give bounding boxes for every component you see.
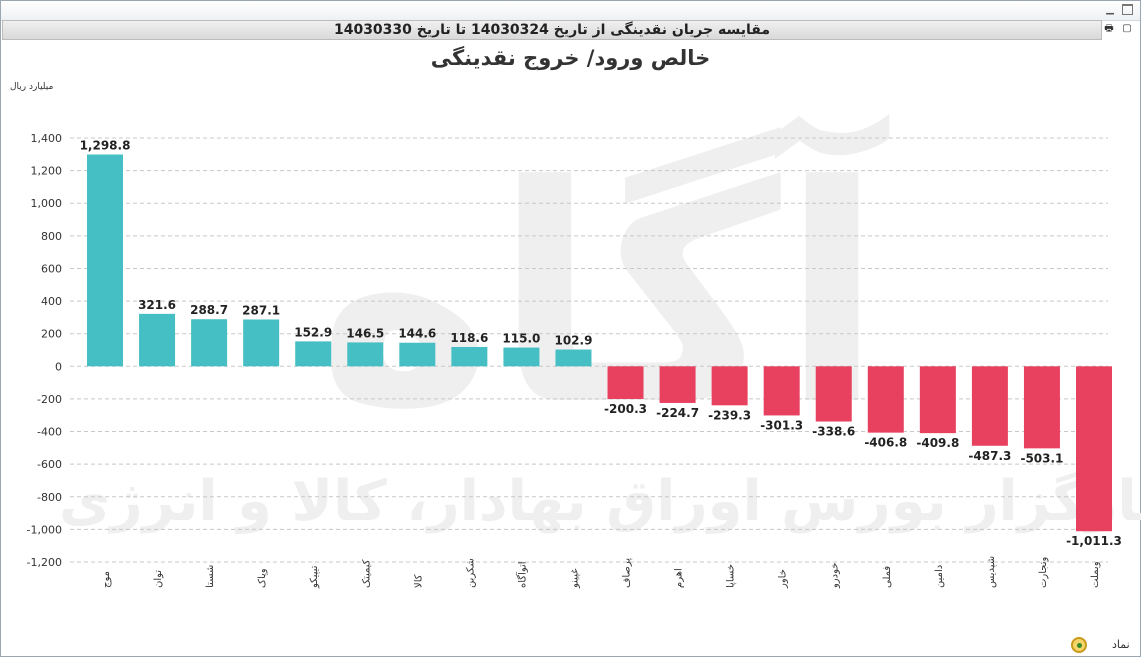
y-tick-label: 200 [41, 328, 62, 341]
y-tick-label: -1,000 [27, 523, 62, 536]
value-label: 152.9 [294, 325, 332, 339]
value-label: -200.3 [604, 402, 647, 416]
x-tick-label: کیمیتک [361, 559, 372, 588]
value-label: 287.1 [242, 303, 280, 317]
minimize-icon[interactable]: ▁ [1106, 4, 1114, 15]
zoom-icon[interactable]: ▢ [1122, 23, 1132, 34]
value-label: 146.5 [346, 326, 384, 340]
value-label: 144.6 [398, 327, 436, 341]
watermark-tagline: کارگزار بورس اوراق بهادار، کالا و انرژی [59, 469, 1141, 534]
x-tick-label: توان [153, 570, 164, 588]
bar [139, 313, 176, 367]
y-tick-label: 400 [41, 295, 62, 308]
maximize-icon[interactable] [1122, 4, 1133, 15]
value-label: -409.8 [916, 436, 959, 450]
x-tick-label: موج [101, 571, 112, 588]
y-axis: 1,400 1,200 1,000 800 600 400 200 0 -200 -400 -600… [27, 132, 62, 569]
bar [87, 154, 123, 367]
y-tick-label: 1,200 [31, 165, 63, 178]
x-tick-label: شپدیس [986, 556, 997, 588]
y-tick-label: 1,000 [31, 197, 63, 210]
value-label: -338.6 [812, 425, 855, 439]
y-tick-label: 800 [41, 230, 62, 243]
bar [607, 366, 644, 399]
bar [1076, 366, 1112, 532]
x-tick-label: تیپیکو [309, 565, 320, 589]
y-tick-label: -1,200 [27, 556, 62, 569]
x-tick-label: دامین [934, 565, 945, 588]
chart-title: خالص ورود/ خروج نقدینگی [430, 46, 711, 70]
x-tick-label: شکربن [465, 558, 476, 588]
value-label: -1,011.3 [1066, 534, 1122, 548]
watermark-logo: آگاه [316, 109, 893, 471]
bar [451, 346, 488, 367]
bar [191, 319, 228, 367]
value-label: -406.8 [864, 436, 907, 450]
bar [295, 341, 332, 367]
print-icon[interactable]: 🖶 [1104, 23, 1114, 34]
y-tick-label: -800 [37, 491, 62, 504]
y-tick-label: -200 [37, 393, 62, 406]
bar [867, 366, 904, 433]
x-tick-label: پرصاف [622, 558, 633, 588]
value-label: 102.9 [554, 334, 592, 348]
x-tick-label: وبملت [1090, 561, 1101, 588]
value-labels: 1,298.8 321.6 288.7 287.1 152.9 146.5 144.6 118… [80, 139, 1122, 549]
y-axis-unit-label: میلیارد ریال [10, 82, 54, 92]
bar [1023, 366, 1060, 449]
value-label: -503.1 [1020, 451, 1063, 465]
bar [243, 319, 280, 367]
y-tick-label: 0 [55, 360, 62, 373]
value-label: 1,298.8 [80, 139, 131, 153]
bar [815, 366, 852, 422]
refresh-icon[interactable] [1071, 637, 1087, 653]
value-label: 115.0 [502, 332, 540, 346]
x-tick-label: وتجارت [1038, 556, 1049, 588]
x-tick-label: اهرم [674, 568, 685, 588]
x-tick-label: شستا [205, 565, 216, 588]
header-bar: مقایسه جریان نقدینگی از تاریخ 14030324 ت… [2, 20, 1102, 40]
bar [347, 342, 384, 367]
legend-label: نماد [1112, 638, 1130, 651]
y-tick-label: 600 [41, 262, 62, 275]
y-tick-label: -600 [37, 458, 62, 471]
value-label: 288.7 [190, 303, 228, 317]
x-tick-label: فملی [882, 566, 893, 588]
x-tick-label: خودرو [830, 563, 841, 589]
value-label: -301.3 [760, 418, 803, 432]
x-tick-label: وپاک [257, 568, 268, 588]
bar [503, 347, 540, 367]
bar [659, 366, 696, 403]
y-tick-label: 1,400 [31, 132, 63, 145]
x-tick-label: خساپا [726, 564, 737, 588]
bar [763, 366, 800, 416]
bar [971, 366, 1008, 446]
bar [399, 342, 436, 367]
bar [711, 366, 748, 406]
x-tick-label: غپینو [569, 569, 580, 589]
x-tick-label: کالا [413, 574, 424, 588]
value-label: -224.7 [656, 406, 699, 420]
y-tick-label: -400 [37, 426, 62, 439]
value-label: -487.3 [968, 449, 1011, 463]
x-tick-label: خاور [778, 569, 789, 589]
bar [919, 366, 956, 434]
value-label: -239.3 [708, 408, 751, 422]
header-title: مقایسه جریان نقدینگی از تاریخ 14030324 ت… [333, 22, 771, 38]
value-label: 118.6 [450, 331, 488, 345]
bar [555, 349, 592, 367]
value-label: 321.6 [138, 298, 176, 312]
bars [87, 154, 1112, 532]
x-tick-label: اتوآگاه [515, 561, 528, 588]
x-axis-labels: موج توان شستا وپاک تیپیکو کیمیتک کالا شکربن اتوآ… [101, 556, 1101, 589]
